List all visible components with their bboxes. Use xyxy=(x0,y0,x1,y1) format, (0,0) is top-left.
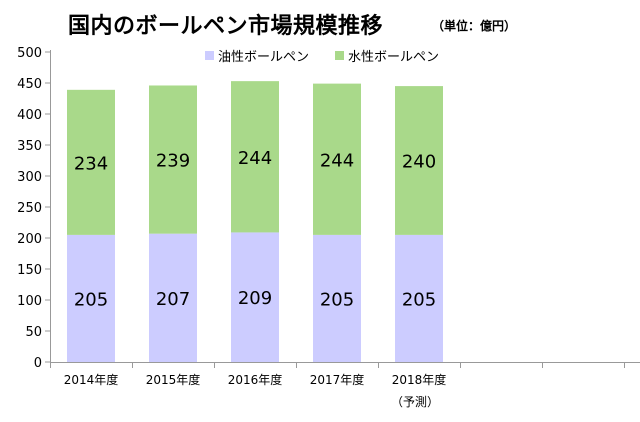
data-label: 207 xyxy=(156,289,190,310)
x-tick-label: 2017年度 xyxy=(310,372,365,387)
bar-segment xyxy=(395,86,443,235)
bar-segment xyxy=(67,234,115,362)
data-label: 205 xyxy=(74,289,108,310)
y-tick-label: 400 xyxy=(17,108,42,123)
y-tick-label: 350 xyxy=(17,139,42,154)
data-label: 205 xyxy=(320,289,354,310)
bar-segment xyxy=(313,83,361,235)
y-tick-label: 100 xyxy=(17,294,42,309)
x-tick-label: 2018年度 xyxy=(392,372,447,387)
legend-label-oil: 油性ボールペン xyxy=(218,49,310,65)
data-label: 239 xyxy=(156,151,190,172)
bar-segment xyxy=(313,234,361,362)
data-label: 244 xyxy=(238,148,272,169)
y-tick-label: 0 xyxy=(34,356,42,371)
x-tick-label: 2014年度 xyxy=(64,372,119,387)
legend-item-oil: 油性ボールペン xyxy=(205,46,309,65)
bars xyxy=(67,81,443,362)
x-tick-label: 2015年度 xyxy=(146,372,201,387)
y-tick-label: 200 xyxy=(17,232,42,247)
data-labels: 205 234 207 239 209 244 205 244 205 240 xyxy=(74,148,436,311)
x-tick-label: 2016年度 xyxy=(228,372,283,387)
legend-swatch-oil xyxy=(205,50,214,60)
chart-title: 国内のボールペン市場規模推移 xyxy=(68,14,384,39)
y-tick-label: 450 xyxy=(17,77,42,92)
bar-segment xyxy=(149,233,197,362)
bar-segment xyxy=(149,85,197,234)
data-label: 244 xyxy=(320,150,354,171)
bar-segment xyxy=(395,234,443,362)
legend: 油性ボールペン 水性ボールペン xyxy=(205,45,465,65)
data-label: 240 xyxy=(402,152,436,173)
y-axis: 0 50 100 150 200 250 300 350 400 450 500 xyxy=(17,46,51,371)
y-tick-label: 50 xyxy=(25,325,42,340)
chart-subtitle: （単位：億円） xyxy=(432,19,517,33)
legend-item-water: 水性ボールペン xyxy=(335,46,439,65)
x-tick-note: （予測） xyxy=(391,395,439,409)
y-tick-label: 250 xyxy=(17,201,42,216)
data-label: 205 xyxy=(402,289,436,310)
y-tick-label: 500 xyxy=(17,46,42,61)
y-tick-label: 150 xyxy=(17,263,42,278)
bar-segment xyxy=(231,232,279,362)
y-tick-label: 300 xyxy=(17,170,42,185)
bar-segment xyxy=(67,89,115,235)
data-label: 209 xyxy=(238,288,272,309)
bar-segment xyxy=(231,81,279,233)
legend-swatch-water xyxy=(335,50,345,60)
data-label: 234 xyxy=(74,153,108,174)
legend-label-water: 水性ボールペン xyxy=(348,49,440,65)
x-axis: 2014年度 2015年度 2016年度 2017年度 2018年度 （予測） xyxy=(50,362,640,409)
